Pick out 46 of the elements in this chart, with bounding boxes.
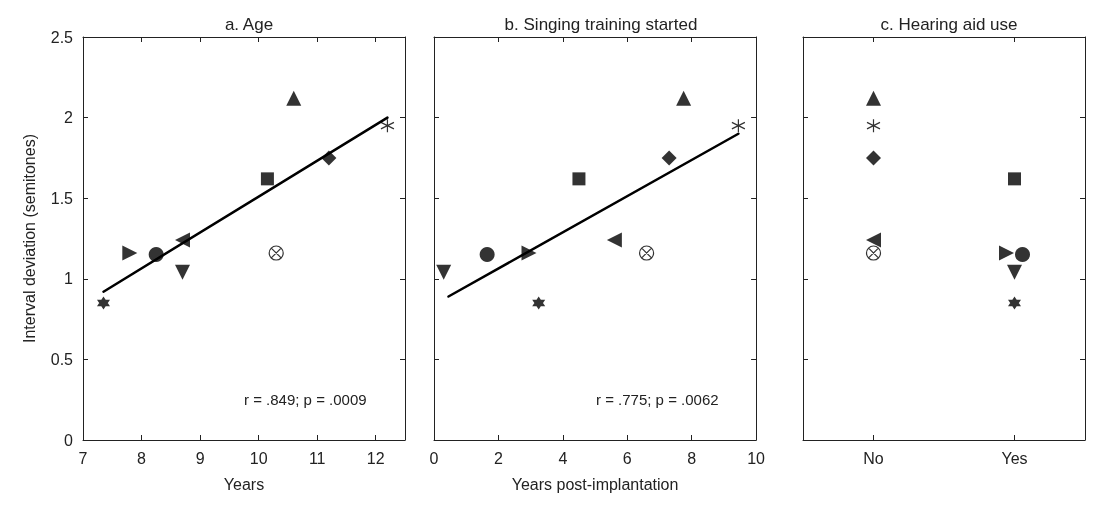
point: [260, 172, 274, 186]
point: [286, 90, 302, 106]
x-tick-label: 6: [622, 449, 632, 467]
x-tick-label: 11: [308, 449, 326, 467]
chart-title: a. Age: [224, 15, 274, 34]
x-tick-label: 7: [78, 449, 88, 467]
annotation: r = .849; p = .0009: [244, 391, 367, 408]
x-tick-label: Yes: [1001, 449, 1028, 467]
point: [175, 232, 191, 248]
y-tick-label: 1.5: [50, 189, 74, 207]
point: [321, 150, 337, 166]
point: [661, 150, 677, 166]
x-tick-label: 9: [195, 449, 205, 467]
chart-title: c. Hearing aid use: [880, 15, 1018, 34]
x-tick-label: No: [863, 449, 884, 467]
point: [521, 245, 537, 261]
x-tick-label: 4: [558, 449, 568, 467]
x-tick-label: 10: [249, 449, 268, 467]
point: [731, 118, 746, 133]
annotation: r = .775; p = .0062: [596, 391, 719, 408]
point: [122, 245, 138, 261]
x-tick-label: 12: [366, 449, 385, 467]
point: [436, 264, 452, 280]
y-tick-label: 2: [64, 109, 74, 127]
point: [676, 90, 692, 106]
point: [479, 247, 495, 263]
y-axis-title: Interval deviation (semitones): [20, 134, 38, 343]
point: [572, 172, 586, 186]
point: [175, 264, 191, 280]
x-tick-label: 0: [429, 449, 439, 467]
point: [606, 232, 622, 248]
x-axis-title: Years post-implantation: [511, 475, 679, 493]
y-tick-label: 0: [64, 431, 74, 449]
x-tick-label: 8: [137, 449, 147, 467]
x-tick-label: 10: [747, 449, 766, 467]
x-axis-title: Years: [223, 475, 265, 493]
y-tick-label: 2.5: [50, 28, 74, 46]
point: [148, 247, 164, 263]
x-tick-label: 8: [687, 449, 697, 467]
x-tick-label: 2: [493, 449, 503, 467]
y-tick-label: 1: [64, 270, 74, 288]
y-tick-label: 0.5: [50, 350, 74, 368]
point: [268, 245, 284, 261]
point: [638, 245, 655, 261]
chart-title: b. Singing training started: [504, 15, 698, 34]
point: [380, 118, 395, 133]
